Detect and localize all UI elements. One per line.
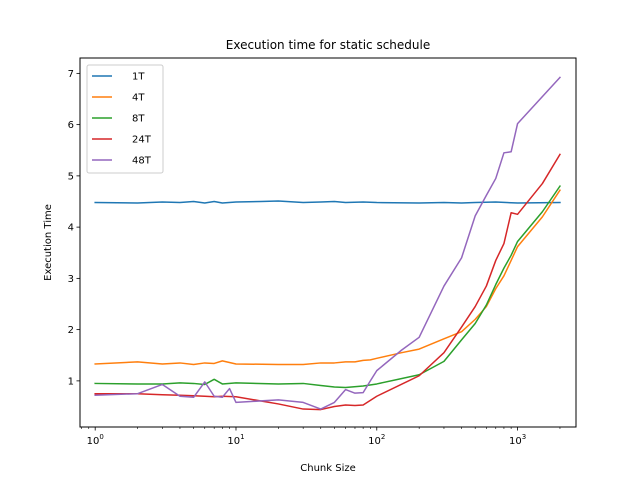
- series-layer: [94, 76, 562, 411]
- legend-label-4t: 4T: [132, 93, 145, 104]
- x-axis-label: Chunk Size: [300, 463, 356, 474]
- x-tick-base: 10: [227, 436, 240, 447]
- x-tick-exponent: 0: [99, 433, 103, 441]
- legend: 1T 4T 8T 24T 48T: [86, 64, 164, 174]
- legend-label-24t: 24T: [132, 135, 152, 146]
- x-tick-label: 101: [227, 433, 244, 447]
- series-line-1t: [94, 200, 561, 204]
- x-tick-base: 10: [368, 436, 381, 447]
- x-tick-exponent: 3: [522, 433, 526, 441]
- y-axis-ticks: 1 2 3 4 5 6 7: [68, 69, 80, 387]
- legend-box: [86, 64, 164, 174]
- chart-title: Execution time for static schedule: [226, 38, 430, 52]
- legend-label-1t: 1T: [132, 72, 145, 83]
- legend-label-8t: 8T: [132, 114, 145, 125]
- y-tick-label: 6: [68, 120, 74, 131]
- x-tick-label: 100: [87, 433, 104, 447]
- x-tick-label: 102: [368, 433, 385, 447]
- x-tick-exponent: 1: [240, 433, 244, 441]
- y-tick-label: 2: [68, 325, 74, 336]
- series-line-4t: [94, 189, 561, 366]
- y-tick-label: 3: [68, 274, 74, 285]
- y-axis-label: Execution Time: [43, 204, 54, 281]
- y-tick-label: 4: [68, 223, 74, 234]
- x-tick-base: 10: [87, 436, 100, 447]
- legend-label-48t: 48T: [132, 156, 152, 167]
- y-tick-label: 1: [68, 376, 74, 387]
- y-tick-label: 7: [68, 69, 74, 80]
- series-line-24t: [94, 153, 561, 411]
- x-tick-base: 10: [509, 436, 522, 447]
- y-tick-label: 5: [68, 171, 74, 182]
- x-tick-label: 103: [509, 433, 526, 447]
- x-tick-exponent: 2: [381, 433, 385, 441]
- series-line-8t: [94, 185, 562, 389]
- series-line-48t: [94, 76, 562, 410]
- plot-frame: [79, 57, 577, 428]
- x-axis-ticks: 100 101 102 103: [81, 427, 561, 447]
